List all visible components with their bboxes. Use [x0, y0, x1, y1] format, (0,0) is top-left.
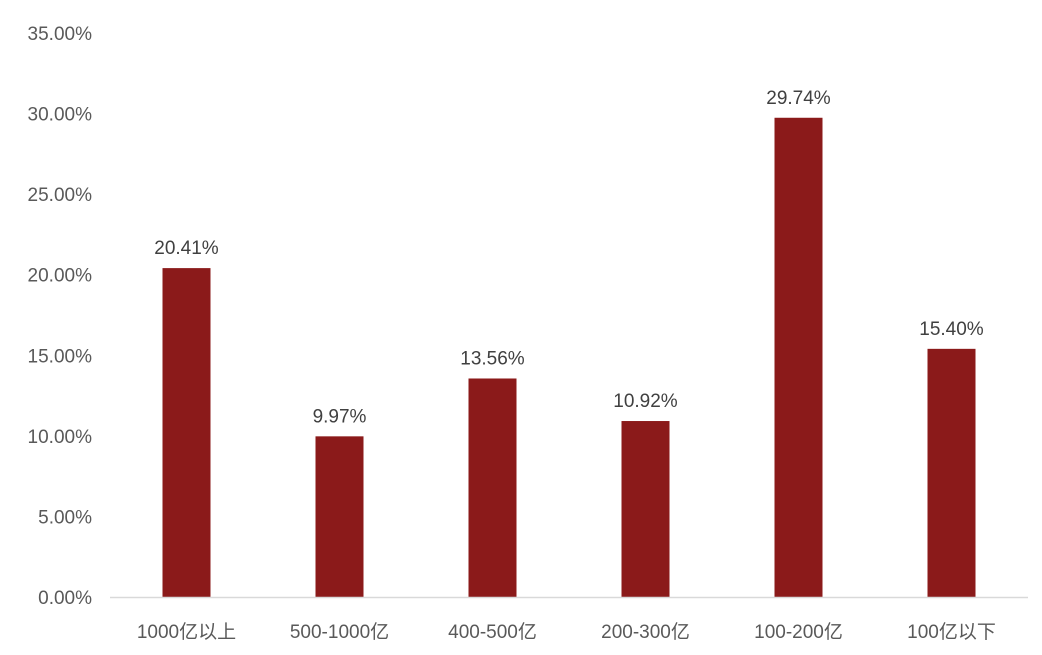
data-label: 13.56% — [460, 348, 525, 369]
y-axis: 0.00% 5.00% 10.00% 15.00% 20.00% 25.00% 30.00%… — [28, 24, 93, 609]
x-tick-label: 100-200亿 — [754, 621, 843, 643]
bar — [162, 268, 211, 597]
bar — [927, 348, 976, 597]
y-tick-label: 0.00% — [38, 588, 92, 609]
y-tick-label: 10.00% — [28, 427, 93, 448]
x-tick-label: 200-300亿 — [601, 621, 690, 643]
bar — [621, 421, 670, 597]
bar — [468, 378, 517, 597]
x-tick-label: 100亿以下 — [907, 621, 996, 643]
bar — [315, 436, 364, 597]
y-tick-label: 20.00% — [28, 266, 93, 287]
bar — [774, 117, 823, 598]
data-label: 29.74% — [766, 88, 831, 109]
bars — [162, 117, 976, 598]
data-label: 9.97% — [313, 406, 367, 427]
y-tick-label: 15.00% — [28, 346, 93, 367]
x-axis: 1000亿以上 500-1000亿 400-500亿 200-300亿 100-200亿… — [137, 621, 996, 643]
y-tick-label: 5.00% — [38, 507, 92, 528]
y-tick-label: 30.00% — [28, 105, 93, 126]
data-label: 10.92% — [613, 391, 678, 412]
data-label: 20.41% — [154, 238, 219, 259]
x-tick-label: 500-1000亿 — [290, 621, 389, 643]
x-tick-label: 400-500亿 — [448, 621, 537, 643]
x-tick-label: 1000亿以上 — [137, 621, 236, 643]
data-label: 15.40% — [919, 319, 984, 340]
y-tick-label: 35.00% — [28, 24, 93, 45]
data-labels: 20.41% 9.97% 13.56% 10.92% 29.74% 15.40% — [154, 88, 984, 428]
y-tick-label: 25.00% — [28, 185, 93, 206]
